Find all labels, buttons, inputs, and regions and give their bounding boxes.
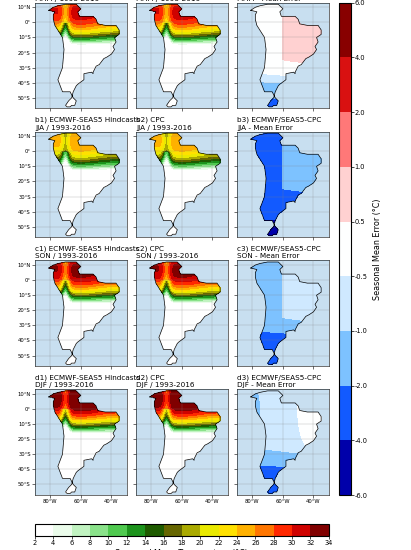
Text: a2) CPC
MAM / 1993-2016: a2) CPC MAM / 1993-2016: [136, 0, 200, 2]
Text: b3) ECMWF/SEAS5-CPC
JJA - Mean Error: b3) ECMWF/SEAS5-CPC JJA - Mean Error: [237, 117, 321, 130]
Text: b2) CPC
JJA / 1993-2016: b2) CPC JJA / 1993-2016: [136, 117, 192, 130]
Text: c3) ECMWF/SEAS5-CPC
SON - Mean Error: c3) ECMWF/SEAS5-CPC SON - Mean Error: [237, 245, 321, 260]
Y-axis label: Seasonal Mean Error (°C): Seasonal Mean Error (°C): [373, 198, 382, 300]
Text: a1) ECMWF-SEAS5 Hindcasts
MAM / 1993-2016: a1) ECMWF-SEAS5 Hindcasts MAM / 1993-201…: [35, 0, 140, 2]
Text: c2) CPC
SON / 1993-2016: c2) CPC SON / 1993-2016: [136, 245, 199, 260]
X-axis label: Seasonal Mean Temperature (°C): Seasonal Mean Temperature (°C): [115, 549, 248, 550]
Text: c1) ECMWF-SEAS5 Hindcasts
SON / 1993-2016: c1) ECMWF-SEAS5 Hindcasts SON / 1993-201…: [35, 245, 139, 260]
Text: a3) ECMWF/SEAS5-CPC
MAM - Mean Error: a3) ECMWF/SEAS5-CPC MAM - Mean Error: [237, 0, 321, 2]
Text: d2) CPC
DJF / 1993-2016: d2) CPC DJF / 1993-2016: [136, 375, 194, 388]
Text: d3) ECMWF/SEAS5-CPC
DJF - Mean Error: d3) ECMWF/SEAS5-CPC DJF - Mean Error: [237, 375, 321, 388]
Text: d1) ECMWF-SEAS5 Hindcasts
DJF / 1993-2016: d1) ECMWF-SEAS5 Hindcasts DJF / 1993-201…: [35, 375, 140, 388]
Text: b1) ECMWF-SEAS5 Hindcasts
JJA / 1993-2016: b1) ECMWF-SEAS5 Hindcasts JJA / 1993-201…: [35, 117, 140, 130]
